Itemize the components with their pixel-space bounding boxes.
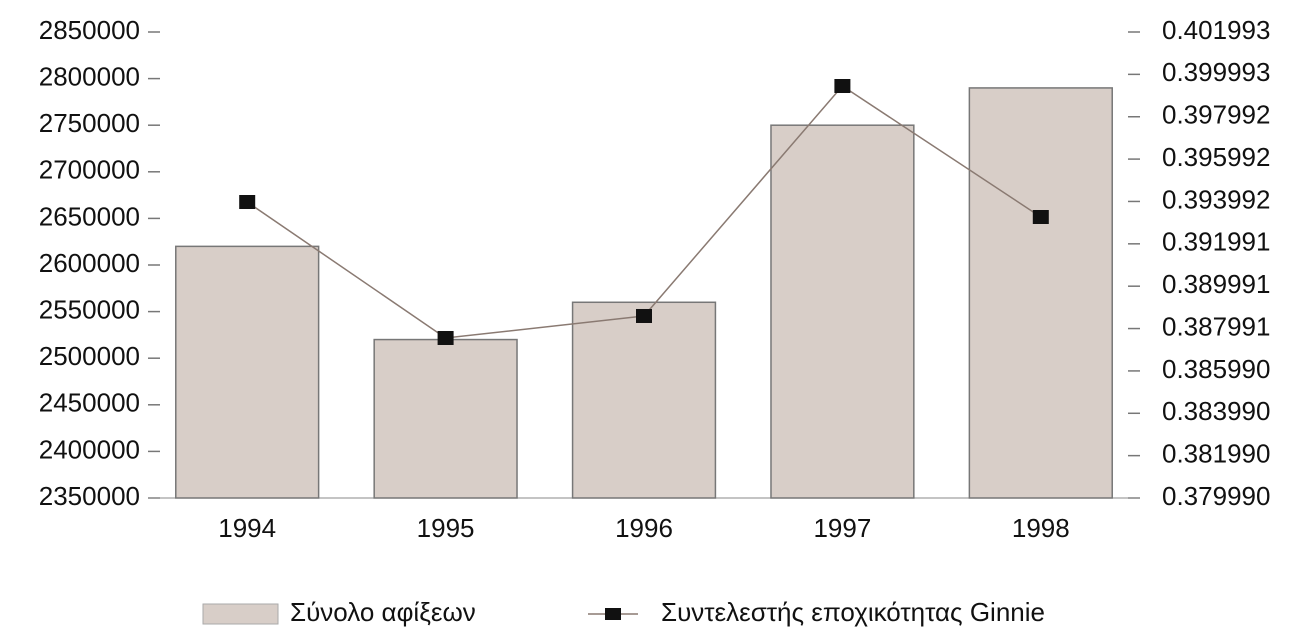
x-tick-label: 1995 [417,513,475,543]
marker [1032,209,1049,224]
legend-label: Σύνολο αφίξεων [290,597,476,627]
y2-tick-label: 0.401993 [1162,15,1270,45]
y-tick-label: 2350000 [39,481,140,511]
y-tick-label: 2500000 [39,341,140,371]
y2-tick-label: 0.387991 [1162,311,1270,341]
y-tick-label: 2550000 [39,294,140,324]
y2-tick-label: 0.381990 [1162,439,1270,469]
y-tick-label: 2450000 [39,388,140,418]
y2-tick-label: 0.391991 [1162,227,1270,257]
y2-tick-label: 0.385990 [1162,354,1270,384]
y-tick-label: 2850000 [39,15,140,45]
marker [437,330,454,345]
y2-tick-label: 0.389991 [1162,269,1270,299]
legend-marker [605,608,621,620]
y-tick-label: 2600000 [39,248,140,278]
y2-tick-label: 0.393992 [1162,184,1270,214]
marker [834,79,851,94]
y2-tick-label: 0.399993 [1162,57,1270,87]
marker [239,195,256,210]
bar [968,87,1113,499]
y-tick-label: 2750000 [39,108,140,138]
line [246,85,1042,339]
y-tick-label: 2650000 [39,201,140,231]
bar [571,301,717,499]
y2-tick-label: 0.379990 [1162,481,1270,511]
bar [373,338,518,499]
legend-label: Συντελεστής εποχικότητας Ginnie [661,597,1045,627]
marker [636,308,652,323]
y2-tick-label: 0.397992 [1162,100,1270,130]
y-tick-label: 2700000 [39,155,140,185]
bar [770,124,915,499]
y-tick-label: 2800000 [39,61,140,91]
y-tick-label: 2400000 [39,434,140,464]
bar [175,245,320,499]
y2-tick-label: 0.395992 [1162,142,1270,172]
x-tick-label: 1998 [1012,513,1070,543]
legend-swatch [202,603,279,625]
x-tick-label: 1997 [813,513,871,543]
x-tick-label: 1994 [218,513,276,543]
x-tick-label: 1996 [615,513,673,543]
y2-tick-label: 0.383990 [1162,396,1270,426]
